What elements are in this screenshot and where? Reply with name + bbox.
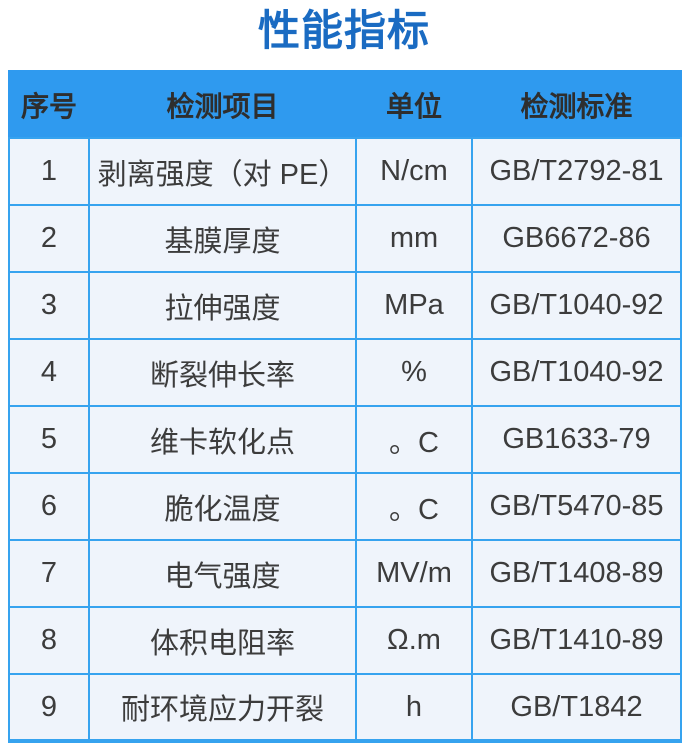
serial-number-cell: 6 — [8, 472, 90, 541]
page-title: 性能指标 — [257, 7, 430, 54]
test-item-cell: 断裂伸长率 — [88, 338, 357, 407]
header-test-item: 检测项目 — [88, 70, 357, 139]
table-row: 3 拉伸强度 MPa GB/T1040-92 — [8, 271, 682, 340]
serial-number-cell: 4 — [8, 338, 90, 407]
test-standard-cell: GB1633-79 — [471, 405, 682, 474]
serial-number-cell: 1 — [8, 137, 90, 206]
table-header: 序号 检测项目 单位 检测标准 — [8, 70, 682, 139]
table-row: 5 维卡软化点 。C GB1633-79 — [8, 405, 682, 474]
serial-number-cell: 3 — [8, 271, 90, 340]
unit-cell: MV/m — [355, 539, 473, 608]
test-standard-cell: GB/T5470-85 — [471, 472, 682, 541]
header-row: 序号 检测项目 单位 检测标准 — [8, 70, 682, 139]
test-item-cell: 基膜厚度 — [88, 204, 357, 273]
test-standard-cell: GB/T1040-92 — [471, 338, 682, 407]
header-serial-number: 序号 — [8, 70, 90, 139]
serial-number-cell: 8 — [8, 606, 90, 675]
unit-cell: Ω.m — [355, 606, 473, 675]
table-row: 6 脆化温度 。C GB/T5470-85 — [8, 472, 682, 541]
test-item-cell: 拉伸强度 — [88, 271, 357, 340]
test-item-cell: 体积电阻率 — [88, 606, 357, 675]
serial-number-cell: 7 — [8, 539, 90, 608]
test-item-cell: 脆化温度 — [88, 472, 357, 541]
table-row: 1 剥离强度（对 PE） N/cm GB/T2792-81 — [8, 137, 682, 206]
unit-cell: % — [355, 338, 473, 407]
test-standard-cell: GB/T1040-92 — [471, 271, 682, 340]
test-standard-cell: GB/T1408-89 — [471, 539, 682, 608]
unit-cell: mm — [355, 204, 473, 273]
spec-table: 序号 检测项目 单位 检测标准 1 剥离强度（对 PE） N/cm GB/T2792-… — [8, 70, 682, 743]
table-body: 1 剥离强度（对 PE） N/cm GB/T2792-81 2 基膜厚度 mm GB6672-… — [8, 137, 682, 743]
serial-number-cell: 5 — [8, 405, 90, 474]
table-row: 2 基膜厚度 mm GB6672-86 — [8, 204, 682, 273]
serial-number-cell: 9 — [8, 673, 90, 743]
unit-cell: h — [355, 673, 473, 743]
test-item-cell: 维卡软化点 — [88, 405, 357, 474]
test-item-cell: 剥离强度（对 PE） — [88, 137, 357, 206]
test-standard-cell: GB/T1842 — [471, 673, 682, 743]
unit-cell: MPa — [355, 271, 473, 340]
table-row: 4 断裂伸长率% GB/T1040-92 — [8, 338, 682, 407]
unit-cell: 。C — [355, 472, 473, 541]
header-unit: 单位 — [355, 70, 473, 139]
table-row: 8 体积电阻率 Ω.m GB/T1410-89 — [8, 606, 682, 675]
test-item-cell: 电气强度 — [88, 539, 357, 608]
test-item-cell: 耐环境应力开裂 — [88, 673, 357, 743]
test-standard-cell: GB/T2792-81 — [471, 137, 682, 206]
table-row: 7 电气强度 MV/m GB/T1408-89 — [8, 539, 682, 608]
test-standard-cell: GB6672-86 — [471, 204, 682, 273]
header-test-standard: 检测标准 — [471, 70, 682, 139]
test-standard-cell: GB/T1410-89 — [471, 606, 682, 675]
unit-cell: N/cm — [355, 137, 473, 206]
serial-number-cell: 2 — [8, 204, 90, 273]
unit-cell: 。C — [355, 405, 473, 474]
table-row: 9 耐环境应力开裂 h GB/T1842 — [8, 673, 682, 743]
